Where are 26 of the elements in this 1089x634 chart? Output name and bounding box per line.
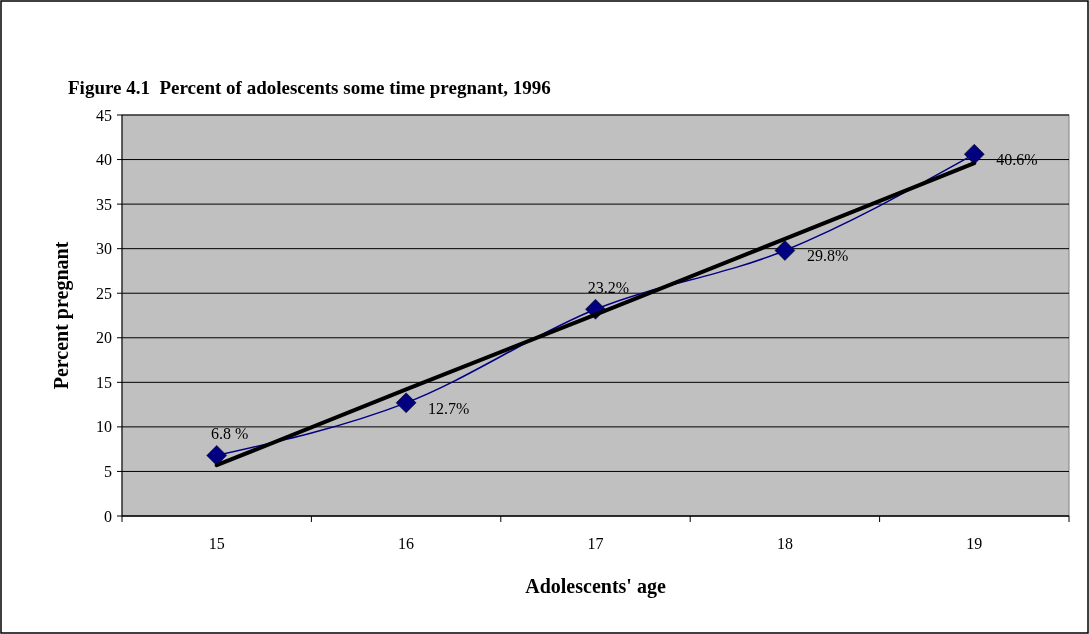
- point: [964, 143, 985, 165]
- data-label: 12.7%: [428, 399, 470, 417]
- point: [395, 392, 417, 414]
- data-label: 6.8 %: [211, 425, 249, 443]
- y-tick-label: 30: [96, 240, 112, 258]
- x-tick-label: 17: [587, 535, 604, 552]
- point: [774, 240, 796, 261]
- x-axis-title: Adolescents' age: [525, 575, 666, 598]
- x-tick-label: 16: [398, 535, 415, 552]
- y-tick-label: 0: [104, 507, 112, 525]
- data-label: 29.8%: [806, 247, 849, 265]
- y-tick-label: 5: [104, 463, 112, 481]
- x-tick-label: 19: [966, 535, 983, 552]
- chart-title: Figure 4.1 Percent of adolescents some time pregnant, 1996: [68, 77, 551, 98]
- y-tick-label: 45: [96, 106, 112, 124]
- y-tick-label: 25: [96, 284, 112, 302]
- y-tick-label: 40: [96, 151, 112, 169]
- y-tick-label: 15: [96, 373, 112, 391]
- x-tick-label: 15: [208, 535, 225, 552]
- point: [206, 445, 227, 466]
- x-tick-label: 18: [776, 535, 793, 552]
- y-tick-label: 10: [96, 418, 112, 436]
- y-tick-label: 20: [96, 329, 112, 347]
- y-tick-label: 35: [96, 195, 112, 213]
- y-axis-title: Percent pregnant: [50, 241, 73, 390]
- data-label: 23.2%: [587, 279, 630, 297]
